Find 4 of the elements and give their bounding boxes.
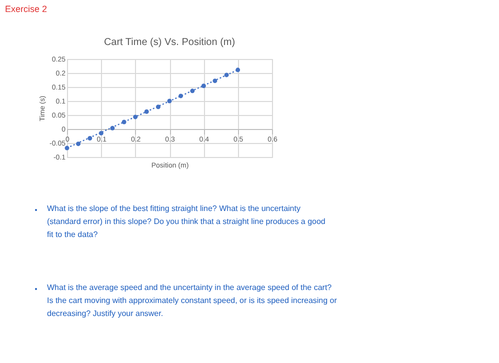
text: Exercise 2: [5, 4, 48, 14]
text: What is the average speed and the uncertainty in the average speed of the cart? Is the cart moving with approximately constant speed, or is its speed increasing or decreasing? Justify your answer.: [47, 283, 338, 318]
text: What is the slope of the best fitting straight line? What is the uncertainty (standard error) in this slope? Do you think that a straight line produces a good fit to the data?: [47, 204, 326, 239]
chart-title: Cart Time (s) Vs. Position (m): [104, 37, 236, 48]
